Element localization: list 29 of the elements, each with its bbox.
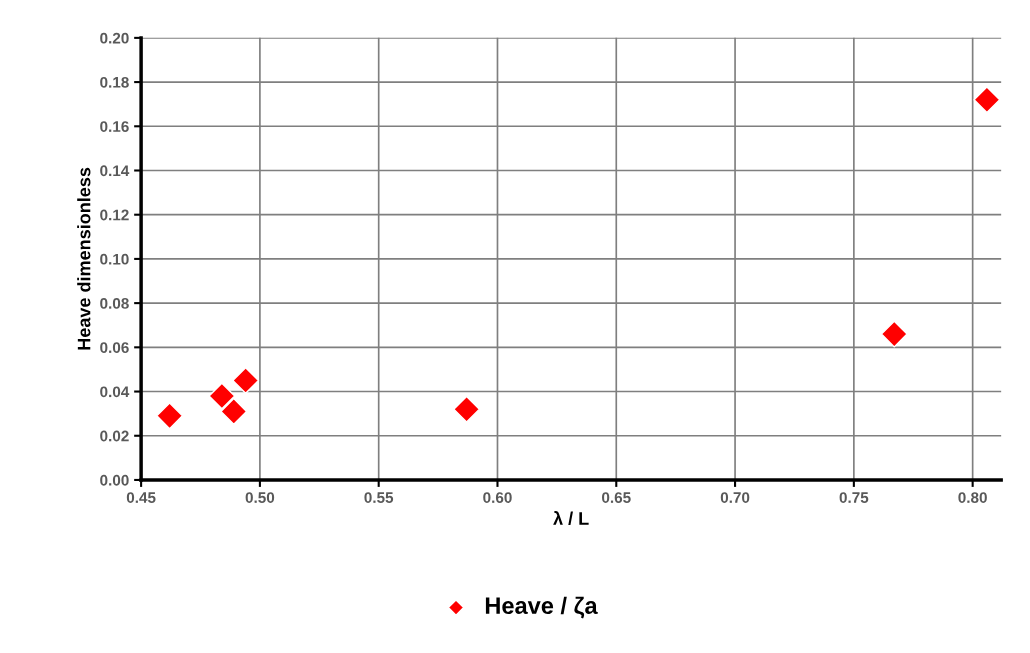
y-tick-label: 0.02 [100,430,129,442]
point [208,382,236,410]
point [156,402,184,430]
y-tick-label: 0.04 [100,386,130,398]
point [220,397,248,425]
y-tick-label: 0.12 [100,209,129,221]
y-tick-label: 0.06 [100,342,129,354]
point [973,86,1001,114]
x-tick-label: 0.80 [958,492,987,503]
point [232,366,260,394]
y-tick-label: 0.16 [100,121,129,132]
point [453,395,481,423]
x-axis-title: λ / L [553,511,589,525]
legend-label: Heave / ζa [485,596,598,619]
x-tick-label: 0.45 [126,492,156,503]
y-tick-label: 0.20 [100,32,129,44]
y-tick-label: 0.18 [100,76,129,88]
y-tick-label: 0.10 [100,253,129,265]
y-tick-label: 0.08 [100,297,129,309]
y-tick-label: 0.00 [100,474,129,486]
x-tick-label: 0.55 [364,492,394,503]
x-tick-label: 0.60 [483,492,512,503]
point [880,320,908,348]
x-tick-label: 0.70 [720,492,750,503]
y-tick-label: 0.14 [100,165,130,177]
x-tick-label: 0.65 [602,492,631,503]
y-axis-title: Heave dimensionless [77,167,91,350]
x-tick-label: 0.50 [245,492,275,503]
x-tick-label: 0.75 [839,492,869,503]
